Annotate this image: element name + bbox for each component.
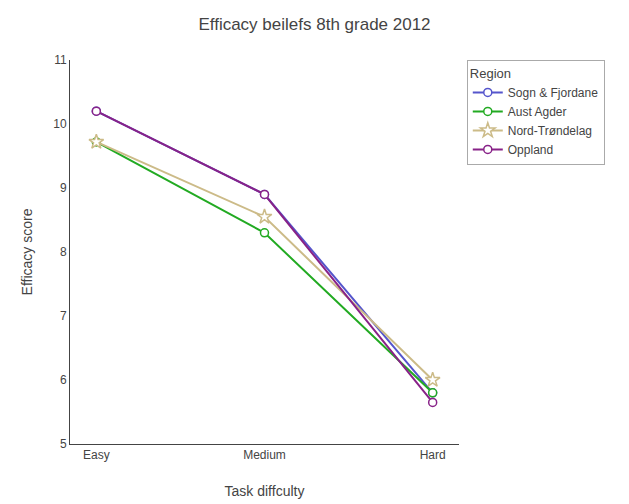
- svg-text:8: 8: [60, 245, 67, 259]
- svg-text:10: 10: [53, 117, 67, 131]
- svg-text:Efficacy beilefs 8th grade 201: Efficacy beilefs 8th grade 2012: [198, 15, 430, 34]
- svg-text:Easy: Easy: [83, 448, 110, 462]
- svg-text:Aust Agder: Aust Agder: [508, 105, 567, 119]
- svg-text:Efficacy score: Efficacy score: [19, 208, 35, 295]
- svg-text:7: 7: [60, 309, 67, 323]
- svg-text:Task diffculty: Task diffculty: [225, 483, 305, 499]
- svg-text:Sogn & Fjordane: Sogn & Fjordane: [508, 86, 598, 100]
- svg-text:Oppland: Oppland: [508, 143, 553, 157]
- svg-text:Region: Region: [470, 66, 511, 81]
- svg-text:Hard: Hard: [420, 448, 446, 462]
- svg-text:11: 11: [54, 53, 67, 67]
- svg-text:Medium: Medium: [243, 448, 286, 462]
- svg-text:9: 9: [60, 181, 67, 195]
- svg-text:Nord-Trøndelag: Nord-Trøndelag: [508, 124, 592, 138]
- svg-text:6: 6: [60, 373, 67, 387]
- svg-text:5: 5: [60, 437, 67, 451]
